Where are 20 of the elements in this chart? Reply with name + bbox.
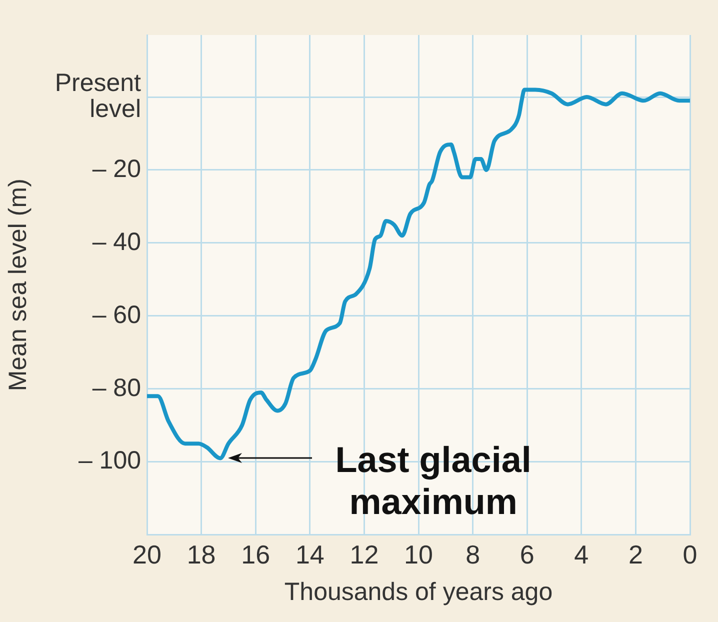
x-tick-label: 0 (682, 540, 698, 570)
x-tick-label: 18 (186, 540, 216, 570)
y-tick-label: – 100 (78, 446, 141, 475)
x-tick-label: 8 (466, 540, 480, 570)
y-tick-label: – 80 (92, 374, 141, 402)
y-tick-label: – 20 (92, 154, 141, 183)
x-tick-label: 6 (520, 540, 534, 570)
x-tick-label: 20 (132, 540, 162, 570)
y-tick-label: – 40 (92, 228, 141, 256)
x-tick-label: 10 (404, 540, 433, 570)
x-tick-label: 4 (574, 540, 589, 570)
x-tick-label: 14 (295, 540, 324, 570)
x-tick-label: 12 (350, 540, 379, 570)
y-axis-title: Mean sea level (m) (4, 178, 32, 392)
y-tick-label: – 60 (92, 300, 141, 329)
x-axis-title: Thousands of years ago (284, 578, 553, 606)
annotation: Last glacial maximum (335, 439, 532, 522)
x-tick-label: 2 (628, 540, 643, 570)
x-tick-label: 16 (241, 540, 270, 570)
y-tick-label: Present level (54, 68, 142, 124)
